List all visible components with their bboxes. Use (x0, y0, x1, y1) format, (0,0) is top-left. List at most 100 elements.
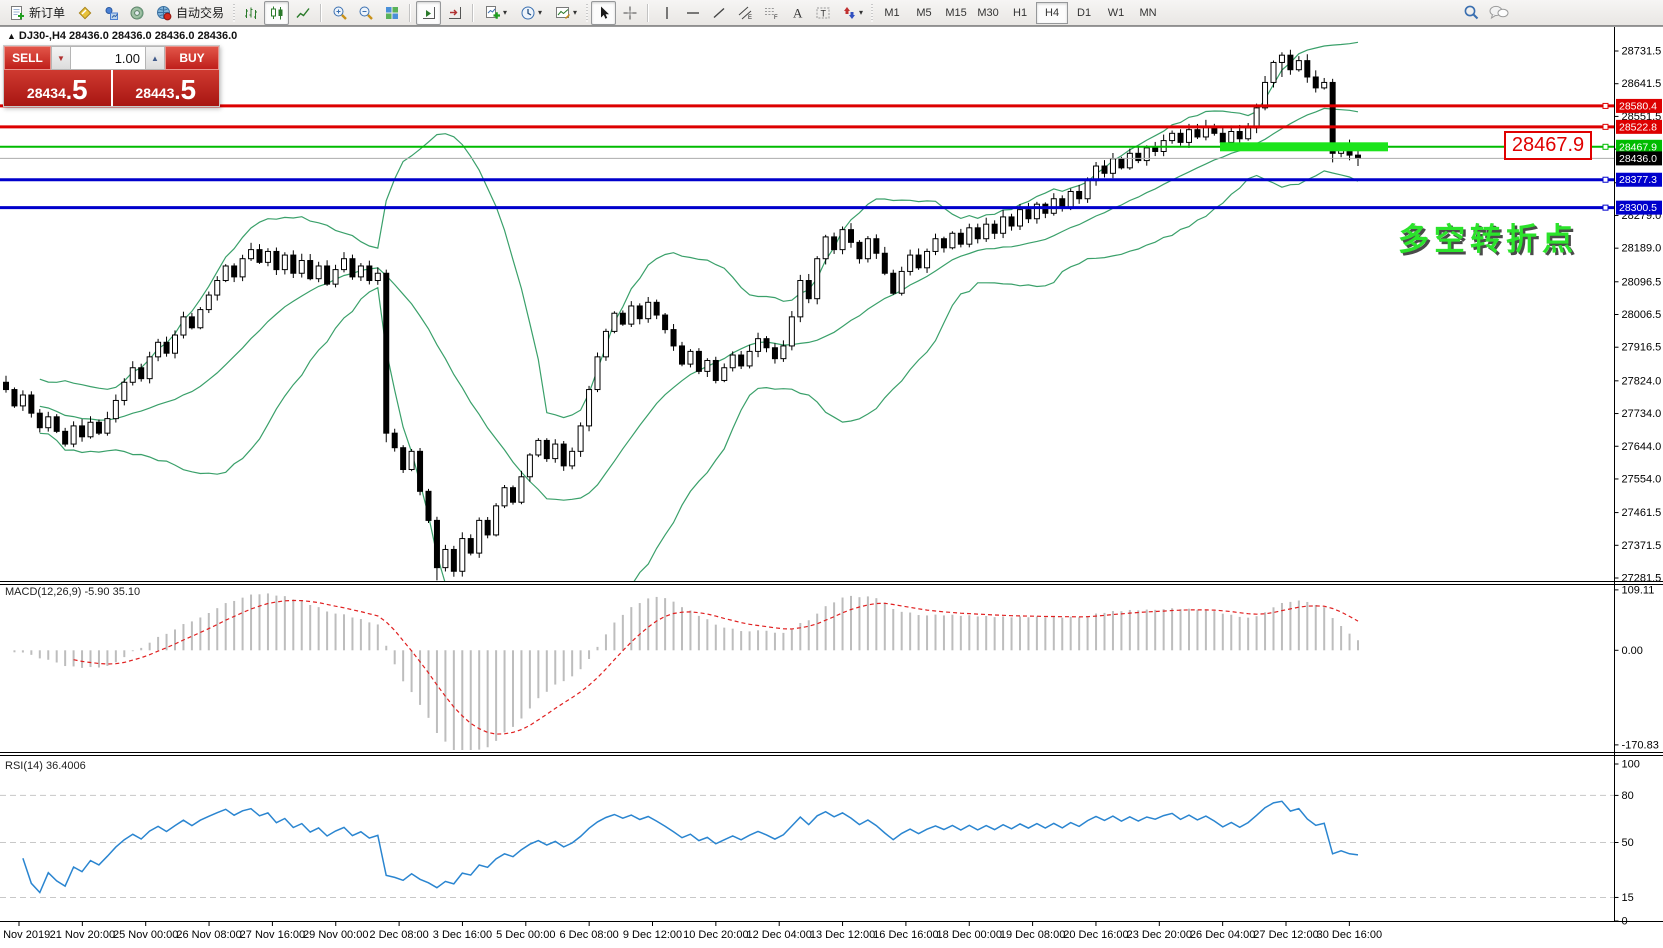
timeframe-m5-button[interactable]: M5 (916, 6, 932, 19)
sell-price-display[interactable]: 28434. 5 (4, 70, 111, 106)
candle-body (983, 223, 990, 240)
timeframe-d1-button[interactable]: D1 (1077, 6, 1092, 19)
time-tick-label: 29 Nov 00:00 (303, 929, 368, 941)
candle-body (95, 421, 102, 434)
chart-shift-button[interactable] (442, 1, 467, 25)
candle-body (898, 270, 905, 294)
candle-body (248, 249, 255, 260)
highlight-zone-bar[interactable] (1220, 142, 1388, 152)
line-chart-button[interactable] (290, 1, 315, 25)
rsi-pane[interactable] (0, 794, 1615, 898)
indicators-button[interactable]: ▾ (479, 1, 513, 25)
candle-body (332, 269, 339, 285)
main-price-pane[interactable] (0, 41, 1615, 671)
timeframe-w1-button[interactable]: W1 (1107, 6, 1125, 19)
collapse-icon[interactable]: ▲ (7, 31, 16, 41)
price-axis[interactable]: 28731.528641.528551.528461.528369.028279… (1614, 46, 1663, 928)
macd-axis-label: -170.83 (1622, 739, 1659, 751)
template-chart-icon (556, 6, 571, 19)
news-button[interactable] (124, 1, 149, 25)
candle-body (146, 356, 153, 380)
periods-button[interactable]: ▾ (514, 1, 548, 25)
candle-body (172, 334, 178, 354)
metaeditor-button[interactable] (72, 1, 97, 25)
trendline-button[interactable] (706, 1, 731, 25)
text-label-button[interactable]: T (810, 1, 835, 25)
candle-body (645, 301, 652, 320)
chat-icon[interactable] (1488, 4, 1510, 21)
sell-price-dot: . (65, 79, 72, 104)
volume-decrease-button[interactable]: ▼ (51, 46, 71, 70)
zoom-out-icon (359, 6, 373, 20)
buy-price-display[interactable]: 28443. 5 (112, 70, 219, 106)
candle-body (873, 238, 880, 254)
auto-scroll-button[interactable] (416, 0, 442, 25)
timeframe-m15-button[interactable]: M15 (945, 6, 967, 19)
auto-scroll-icon (422, 6, 435, 19)
toolbar-separator (320, 3, 323, 22)
new-order-button[interactable]: 新订单 (3, 2, 71, 24)
candle-body (535, 439, 542, 456)
fibonacci-button[interactable]: F (758, 1, 783, 25)
strategy-tester-button[interactable] (98, 1, 123, 25)
timeframe-h4-button[interactable]: H4 (1036, 1, 1069, 24)
zoom-in-icon (333, 6, 347, 20)
candle-body (70, 425, 77, 445)
time-tick-label: 9 Dec 12:00 (623, 929, 682, 941)
text-button[interactable]: A (784, 1, 809, 25)
price-tag-label[interactable]: 28467.9 (1504, 131, 1592, 160)
candle-body (510, 487, 516, 503)
candle-body (594, 356, 601, 391)
cursor-button[interactable] (591, 0, 617, 25)
candle-body (1109, 158, 1116, 174)
candle-body (746, 350, 753, 367)
volume-input[interactable]: 1.00 (71, 46, 145, 70)
candle-body (222, 265, 229, 282)
equidistant-channel-button[interactable]: E (732, 1, 757, 25)
zoom-in-button[interactable] (327, 1, 352, 25)
timeframe-m1-button[interactable]: M1 (884, 6, 900, 19)
arrows-button[interactable]: ▾ (836, 1, 868, 25)
candle-body (957, 232, 964, 245)
horizontal-line-button[interactable] (680, 1, 705, 25)
trendline-icon (713, 7, 724, 18)
zoom-out-button[interactable] (353, 1, 378, 25)
bar-chart-button[interactable] (238, 1, 263, 25)
candle-body (281, 254, 288, 271)
candle-body (856, 241, 863, 260)
timeframe-h1-button[interactable]: H1 (1013, 6, 1028, 19)
sell-button[interactable]: SELL (4, 46, 51, 70)
svg-text:T: T (820, 8, 826, 18)
crosshair-button[interactable] (617, 1, 642, 25)
time-tick-label: 16 Dec 16:00 (873, 929, 938, 941)
candle-body (1177, 132, 1184, 143)
candlestick-chart-button[interactable] (264, 0, 290, 25)
candle-body (155, 341, 162, 358)
macd-axis-label: 0.00 (1622, 645, 1643, 657)
autotrading-button[interactable]: 自动交易 (150, 2, 230, 24)
macd-pane[interactable] (13, 593, 1359, 753)
crosshair-icon (623, 6, 637, 19)
volume-increase-button[interactable]: ▲ (145, 46, 165, 70)
search-icon[interactable] (1463, 4, 1480, 21)
timeframe-mn-button[interactable]: MN (1139, 6, 1157, 19)
candle-body (552, 443, 559, 460)
buy-button[interactable]: BUY (165, 46, 219, 70)
price-tick-label: 28189.0 (1622, 243, 1662, 255)
tile-windows-button[interactable] (379, 1, 404, 25)
time-tick-label: 25 Nov 00:00 (113, 929, 178, 941)
candle-body (687, 350, 694, 365)
price-badge (1616, 200, 1662, 215)
templates-button[interactable]: ▾ (549, 1, 583, 25)
horizontal-line-icon (686, 11, 699, 14)
time-tick-label: 27 Nov 16:00 (240, 929, 305, 941)
vertical-line-button[interactable] (654, 1, 679, 25)
candle-body (324, 265, 331, 285)
clock-icon (521, 6, 535, 19)
chart-annotation-text[interactable]: 多空转折点 (1398, 222, 1578, 257)
chart-symbol-header[interactable]: ▲ DJ30-,H4 28436.0 28436.0 28436.0 28436.… (7, 30, 237, 42)
timeframe-m30-button[interactable]: M30 (977, 6, 999, 19)
price-tick-label: 27461.5 (1622, 507, 1662, 519)
